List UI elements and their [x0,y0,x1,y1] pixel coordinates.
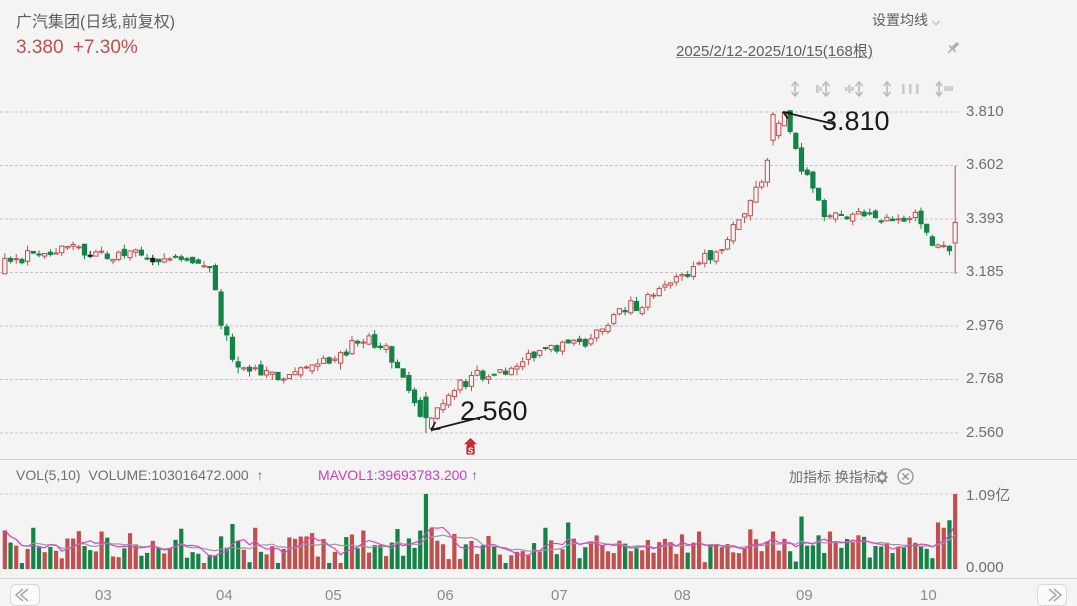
svg-text:S: S [468,445,474,455]
